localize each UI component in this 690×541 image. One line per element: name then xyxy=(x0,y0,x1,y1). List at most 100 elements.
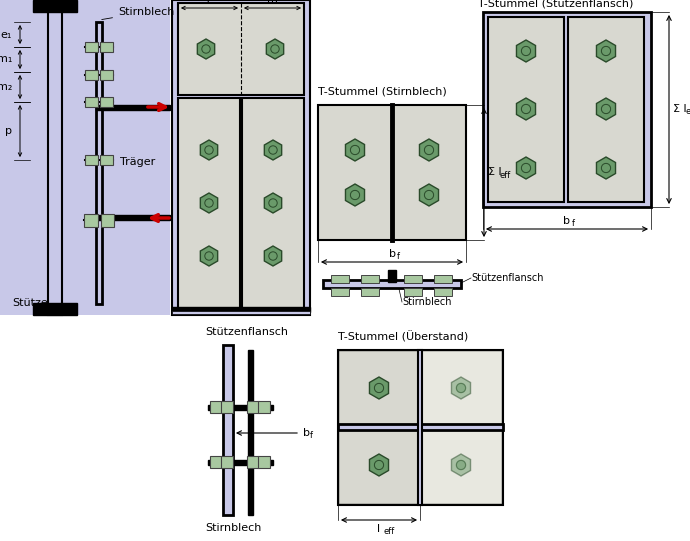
Bar xyxy=(258,456,270,468)
Polygon shape xyxy=(369,377,388,399)
Text: p: p xyxy=(5,126,12,136)
Text: Stirnblech: Stirnblech xyxy=(101,7,175,19)
Bar xyxy=(420,350,502,427)
Bar xyxy=(404,275,422,283)
Text: Σ l: Σ l xyxy=(488,167,502,177)
Bar xyxy=(85,42,97,52)
Polygon shape xyxy=(346,139,364,161)
Text: Stirnblech: Stirnblech xyxy=(205,523,262,533)
Circle shape xyxy=(201,45,210,53)
Bar xyxy=(483,12,651,207)
Bar xyxy=(338,427,420,504)
Bar xyxy=(247,401,259,413)
Polygon shape xyxy=(420,139,439,161)
Text: e: e xyxy=(206,0,213,6)
Polygon shape xyxy=(517,98,535,120)
Circle shape xyxy=(602,163,611,173)
Bar xyxy=(85,70,97,80)
Bar xyxy=(178,98,240,309)
Polygon shape xyxy=(264,140,282,160)
Polygon shape xyxy=(346,184,364,206)
Text: b: b xyxy=(388,249,395,259)
Circle shape xyxy=(522,104,531,114)
Circle shape xyxy=(424,146,433,155)
Bar xyxy=(96,215,170,220)
Bar xyxy=(208,405,273,410)
Text: f: f xyxy=(397,252,400,261)
Polygon shape xyxy=(266,39,284,59)
Polygon shape xyxy=(369,454,388,476)
Bar xyxy=(0,0,170,315)
Text: f: f xyxy=(572,219,575,228)
Circle shape xyxy=(456,384,466,393)
Polygon shape xyxy=(596,98,615,120)
Polygon shape xyxy=(200,140,217,160)
Polygon shape xyxy=(200,193,217,213)
Circle shape xyxy=(269,252,277,260)
Bar xyxy=(331,275,349,283)
Bar xyxy=(101,97,113,107)
Polygon shape xyxy=(264,246,282,266)
Polygon shape xyxy=(200,246,217,266)
Bar xyxy=(258,401,270,413)
Bar xyxy=(568,17,644,202)
Bar xyxy=(323,280,461,288)
Bar xyxy=(221,456,233,468)
Bar xyxy=(178,3,304,95)
Text: l: l xyxy=(377,524,381,534)
Text: Stützenflansch: Stützenflansch xyxy=(205,327,288,337)
Polygon shape xyxy=(197,39,215,59)
Text: T-Stummel (Stützenflansch): T-Stummel (Stützenflansch) xyxy=(478,0,633,9)
Circle shape xyxy=(269,199,277,207)
Bar xyxy=(418,350,422,505)
Bar xyxy=(101,214,114,227)
Circle shape xyxy=(424,190,433,200)
Text: f: f xyxy=(310,431,313,439)
Circle shape xyxy=(351,146,359,155)
Text: T-Stummel (Stirnblech): T-Stummel (Stirnblech) xyxy=(318,87,446,97)
Bar xyxy=(318,105,466,240)
Bar xyxy=(33,0,77,12)
Circle shape xyxy=(522,47,531,56)
Text: m₂: m₂ xyxy=(0,82,12,92)
Polygon shape xyxy=(451,454,471,476)
Text: Stütze: Stütze xyxy=(12,298,48,308)
Polygon shape xyxy=(517,157,535,179)
Bar xyxy=(85,97,97,107)
Circle shape xyxy=(270,45,279,53)
Bar xyxy=(242,98,304,309)
Bar xyxy=(331,288,349,296)
Text: T-Stummel (Überstand): T-Stummel (Überstand) xyxy=(338,331,469,342)
Circle shape xyxy=(602,104,611,114)
Bar xyxy=(85,155,97,165)
Bar xyxy=(338,424,503,430)
Bar xyxy=(208,460,273,465)
Polygon shape xyxy=(264,193,282,213)
Bar xyxy=(247,456,259,468)
Circle shape xyxy=(375,460,384,470)
Circle shape xyxy=(269,146,277,154)
Polygon shape xyxy=(517,40,535,62)
Text: eff: eff xyxy=(383,527,394,536)
Bar xyxy=(420,427,502,504)
Bar xyxy=(223,345,233,515)
Bar xyxy=(488,17,564,202)
Circle shape xyxy=(351,190,359,200)
Bar xyxy=(210,401,222,413)
Polygon shape xyxy=(420,184,439,206)
Text: eff: eff xyxy=(500,170,511,180)
Bar xyxy=(33,303,77,315)
Circle shape xyxy=(456,460,466,470)
Bar xyxy=(361,288,379,296)
Text: m: m xyxy=(267,0,278,6)
Bar xyxy=(388,270,396,282)
Bar xyxy=(48,0,62,315)
Bar xyxy=(338,350,420,427)
Polygon shape xyxy=(451,377,471,399)
Bar xyxy=(101,42,113,52)
Text: Stützenflansch: Stützenflansch xyxy=(471,273,544,283)
Bar xyxy=(338,350,503,505)
Bar xyxy=(361,275,379,283)
Bar xyxy=(84,214,97,227)
Text: b: b xyxy=(564,216,571,226)
